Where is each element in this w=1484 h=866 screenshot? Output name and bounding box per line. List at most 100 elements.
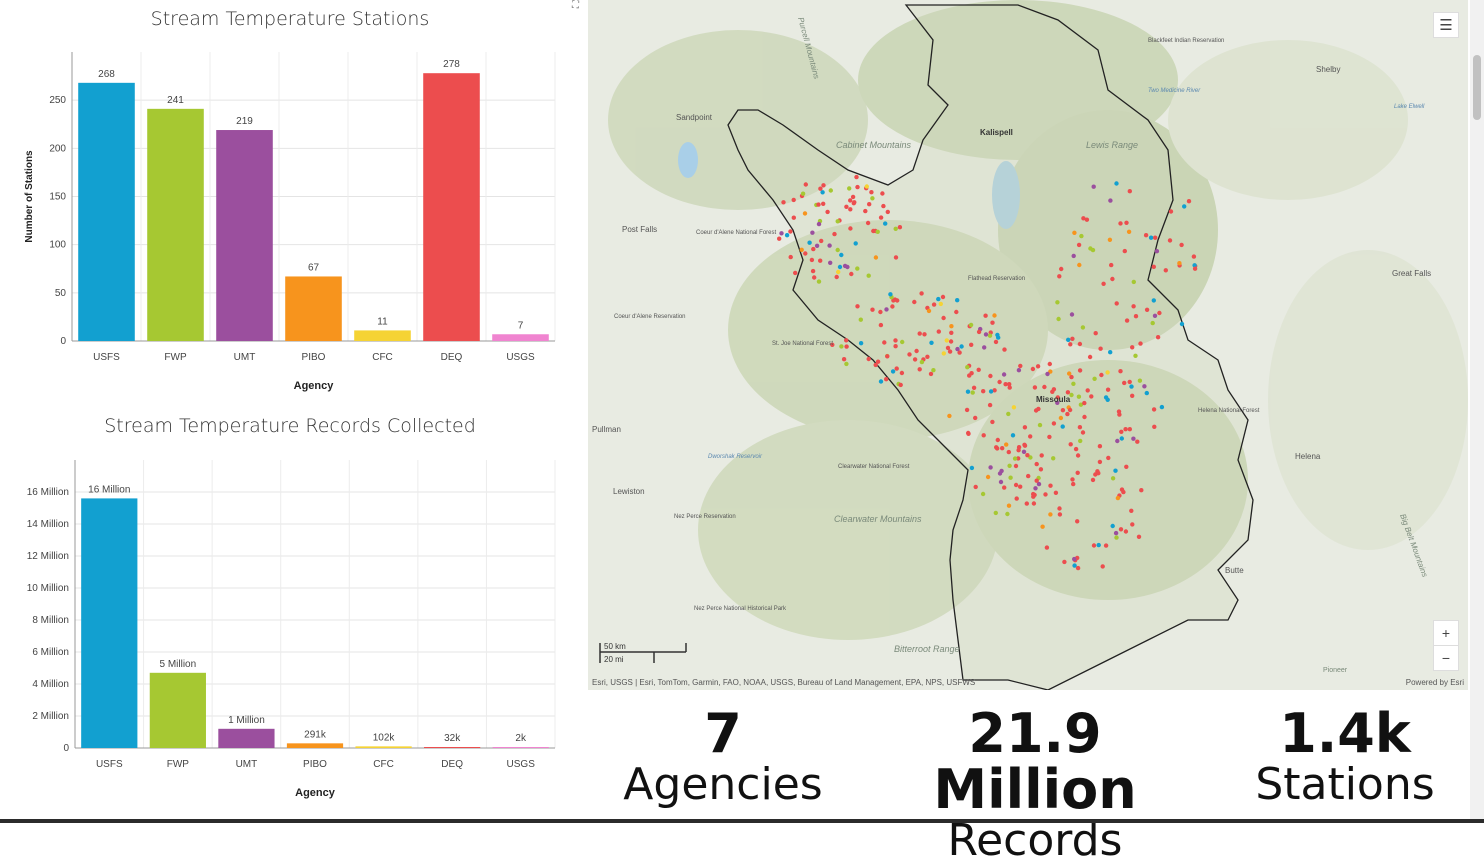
station-point[interactable] (825, 209, 830, 215)
station-point[interactable] (844, 361, 849, 367)
station-point[interactable] (827, 243, 832, 248)
station-point[interactable] (1067, 371, 1072, 376)
station-point[interactable] (1177, 261, 1182, 266)
station-point[interactable] (816, 202, 821, 207)
station-point[interactable] (1078, 402, 1084, 407)
station-point[interactable] (1084, 217, 1090, 222)
station-point[interactable] (1075, 470, 1080, 475)
station-point[interactable] (799, 247, 804, 252)
station-point[interactable] (1059, 266, 1064, 272)
station-point[interactable] (873, 362, 878, 368)
station-point[interactable] (810, 230, 815, 235)
station-point[interactable] (835, 247, 840, 253)
station-point[interactable] (997, 379, 1002, 385)
station-point[interactable] (1105, 397, 1110, 402)
station-point[interactable] (1040, 524, 1045, 529)
station-point[interactable] (985, 474, 991, 480)
station-point[interactable] (1179, 242, 1184, 248)
station-point[interactable] (945, 345, 951, 351)
station-point[interactable] (997, 471, 1003, 476)
station-point[interactable] (1007, 463, 1012, 468)
station-point[interactable] (965, 365, 970, 370)
station-point[interactable] (1005, 511, 1010, 517)
legend-list-icon[interactable]: ☰ (1433, 12, 1459, 38)
station-point[interactable] (1021, 449, 1027, 454)
station-point[interactable] (884, 307, 889, 312)
station-point[interactable] (1072, 563, 1077, 568)
station-point[interactable] (1089, 394, 1094, 399)
station-point[interactable] (1026, 473, 1031, 479)
station-point[interactable] (1115, 438, 1120, 444)
station-point[interactable] (854, 174, 859, 180)
station-point[interactable] (1069, 374, 1074, 380)
station-point[interactable] (1042, 384, 1047, 390)
station-point[interactable] (1097, 444, 1103, 449)
station-point[interactable] (994, 445, 999, 450)
station-point[interactable] (793, 270, 798, 276)
station-point[interactable] (1002, 485, 1007, 490)
station-point[interactable] (1070, 477, 1075, 482)
station-point[interactable] (1105, 370, 1110, 375)
station-point[interactable] (1028, 455, 1033, 460)
station-point[interactable] (890, 304, 895, 309)
station-point[interactable] (878, 215, 884, 220)
station-point[interactable] (1130, 522, 1135, 527)
station-point[interactable] (1110, 276, 1115, 282)
station-point[interactable] (993, 510, 998, 516)
station-point[interactable] (992, 313, 997, 318)
station-point[interactable] (878, 309, 883, 315)
station-point[interactable] (898, 382, 903, 388)
station-point[interactable] (832, 231, 837, 237)
station-point[interactable] (816, 279, 822, 284)
station-point[interactable] (1034, 478, 1039, 483)
station-point[interactable] (1121, 489, 1126, 495)
station-point[interactable] (995, 332, 1000, 338)
station-point[interactable] (864, 184, 869, 189)
station-point[interactable] (1078, 438, 1083, 444)
station-point[interactable] (1085, 388, 1090, 393)
station-point[interactable] (830, 342, 835, 347)
station-point[interactable] (993, 339, 999, 345)
station-point[interactable] (821, 183, 826, 188)
station-point[interactable] (1127, 189, 1132, 194)
station-point[interactable] (931, 302, 937, 307)
station-point[interactable] (828, 188, 833, 193)
station-point[interactable] (839, 252, 844, 258)
station-point[interactable] (870, 196, 875, 201)
station-point[interactable] (966, 431, 971, 436)
station-point[interactable] (819, 238, 824, 244)
expand-icon[interactable]: ⛶ (572, 0, 579, 11)
station-point[interactable] (878, 379, 884, 384)
station-point[interactable] (971, 385, 977, 390)
station-point[interactable] (893, 255, 899, 260)
station-point[interactable] (936, 329, 941, 334)
station-point[interactable] (1179, 321, 1185, 327)
station-point[interactable] (1031, 501, 1037, 506)
station-point[interactable] (949, 330, 954, 335)
station-point[interactable] (900, 339, 905, 345)
station-point[interactable] (1118, 527, 1124, 532)
station-point[interactable] (1058, 415, 1064, 421)
station-point[interactable] (1168, 209, 1174, 214)
station-point[interactable] (1192, 266, 1198, 271)
station-point[interactable] (1051, 387, 1057, 392)
basemap[interactable]: Kalispell Sandpoint Post Falls Pullman L… (588, 0, 1468, 690)
station-point[interactable] (791, 215, 796, 220)
station-point[interactable] (1144, 390, 1149, 396)
station-point[interactable] (811, 246, 816, 252)
station-point[interactable] (809, 257, 815, 263)
station-point[interactable] (1119, 429, 1124, 434)
station-point[interactable] (973, 415, 978, 421)
station-point[interactable] (1004, 442, 1009, 447)
station-point[interactable] (881, 203, 886, 209)
station-point[interactable] (836, 269, 841, 275)
station-point[interactable] (1030, 366, 1036, 372)
station-point[interactable] (938, 301, 943, 307)
station-point[interactable] (1123, 529, 1129, 534)
station-point[interactable] (1032, 385, 1038, 390)
station-point[interactable] (955, 346, 960, 352)
station-point[interactable] (1055, 395, 1060, 400)
station-point[interactable] (814, 243, 820, 248)
station-point[interactable] (875, 359, 881, 364)
station-point[interactable] (967, 373, 972, 378)
